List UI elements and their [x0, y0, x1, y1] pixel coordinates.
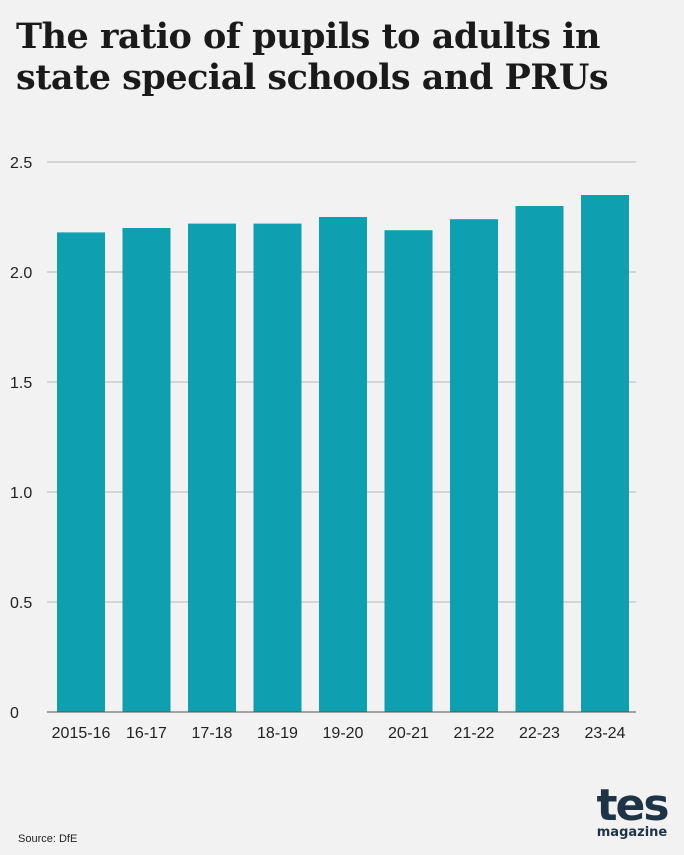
- x-tick-label: 2015-16: [52, 725, 111, 742]
- bar-20-21: [384, 230, 433, 712]
- logo-word: tes: [596, 780, 669, 831]
- y-tick-label: 0.5: [10, 595, 32, 612]
- y-tick-label: 2.5: [10, 155, 32, 172]
- x-tick-label: 20-21: [388, 725, 429, 742]
- bar-2015-16: [57, 232, 105, 712]
- x-axis-labels: 2015-16 16-17 17-18 18-19 19-20 20-21 21-22 22-…: [52, 725, 626, 742]
- y-axis-labels: 0 0.5 1.0 1.5 2.0 2.5: [10, 155, 32, 722]
- y-tick-label: 1.5: [10, 375, 32, 392]
- y-tick-label: 2.0: [10, 265, 32, 282]
- bar-22-23: [515, 206, 564, 712]
- bars: [57, 195, 629, 712]
- bar-16-17: [122, 228, 171, 712]
- bar-17-18: [188, 223, 236, 712]
- tes-magazine-logo: tes magazine: [594, 780, 670, 840]
- x-tick-label: 21-22: [454, 725, 495, 742]
- x-tick-label: 18-19: [257, 725, 298, 742]
- bar-21-22: [450, 219, 498, 712]
- x-tick-label: 22-23: [519, 725, 560, 742]
- x-tick-label: 16-17: [126, 725, 167, 742]
- source-note: Source: DfE: [18, 833, 78, 845]
- y-tick-label: 0: [10, 705, 19, 722]
- y-tick-label: 1.0: [10, 485, 32, 502]
- logo-subtitle: magazine: [596, 825, 668, 840]
- x-tick-label: 19-20: [323, 725, 364, 742]
- bar-19-20: [319, 217, 367, 712]
- x-tick-label: 23-24: [585, 725, 626, 742]
- chart-title: The ratio of pupils to adults in state s…: [16, 16, 609, 98]
- x-tick-label: 17-18: [192, 725, 233, 742]
- bar-chart: 0 0.5 1.0 1.5 2.0 2.5 2015-16 16-17 17-18 18-19 1…: [10, 155, 636, 742]
- bar-18-19: [253, 223, 302, 712]
- bar-23-24: [581, 195, 629, 712]
